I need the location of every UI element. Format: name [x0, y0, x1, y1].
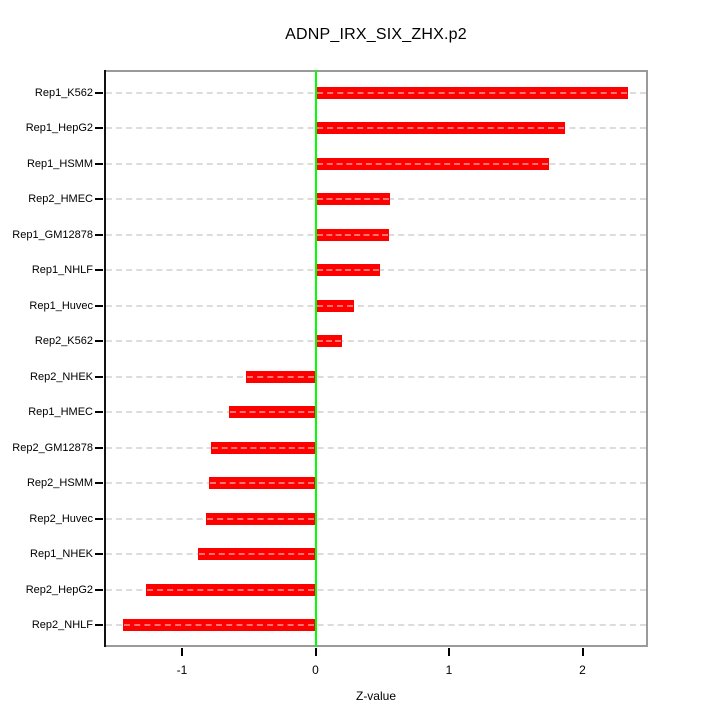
x-axis-tick [581, 648, 584, 656]
bar [211, 441, 316, 454]
y-tick-label: Rep1_K562 [34, 86, 93, 99]
bar [246, 370, 316, 383]
y-tick-label: Rep2_Huvec [29, 512, 93, 525]
bar [315, 86, 628, 99]
y-axis-tick [95, 624, 103, 627]
x-tick-label: 1 [445, 663, 453, 677]
plot-area [104, 70, 648, 647]
x-tick-label: -1 [176, 663, 188, 677]
gridline [106, 588, 646, 591]
y-axis-tick [95, 375, 103, 378]
x-axis-tick [181, 648, 183, 656]
y-tick-label: Rep2_NHEK [30, 370, 93, 383]
bar-grid-overlay [124, 624, 315, 627]
y-tick-label: Rep2_HMEC [28, 193, 93, 206]
gridline [106, 517, 646, 520]
gridline [106, 411, 646, 414]
y-tick-label: Rep1_Huvec [29, 299, 93, 312]
y-tick-label: Rep1_HepG2 [25, 122, 93, 135]
y-tick-label: Rep1_NHLF [31, 264, 93, 277]
y-tick-label: Rep1_NHEK [30, 548, 93, 561]
y-axis-tick [95, 517, 103, 520]
bar-grid-overlay [316, 269, 379, 272]
x-tick-label: 0 [312, 663, 319, 677]
y-tick-label: Rep1_HSMM [26, 157, 93, 170]
y-axis-tick [95, 411, 103, 414]
y-axis-tick [95, 446, 103, 449]
gridline [106, 624, 646, 627]
bar [198, 548, 316, 561]
bar-grid-overlay [316, 304, 354, 307]
y-axis-tick [95, 588, 103, 591]
gridline [106, 446, 646, 449]
chart-title: ADNP_IRX_SIX_ZHX.p2 [285, 26, 467, 43]
y-tick-label: Rep2_NHLF [31, 619, 93, 632]
bar [315, 122, 566, 135]
bar-grid-overlay [247, 375, 315, 378]
y-tick-label: Rep2_K562 [34, 335, 93, 348]
zero-line [314, 70, 317, 647]
bar [145, 583, 316, 596]
y-axis-tick [95, 198, 103, 201]
bar-grid-overlay [199, 553, 315, 556]
bar-grid-overlay [209, 482, 315, 485]
bar [315, 335, 343, 348]
bar [315, 157, 550, 170]
plot-border-top [104, 70, 648, 72]
bar-grid-overlay [229, 411, 315, 414]
y-axis-tick [95, 269, 103, 272]
y-axis-tick [95, 553, 103, 556]
y-tick-label: Rep1_HMEC [28, 406, 93, 419]
plot-border-right [646, 70, 648, 647]
y-tick-label: Rep2_HepG2 [25, 583, 93, 596]
bar [315, 299, 355, 312]
bar-grid-overlay [316, 162, 549, 165]
x-axis-tick [314, 648, 317, 656]
gridline [106, 375, 646, 378]
y-axis-tick [95, 162, 103, 165]
x-tick-label: 2 [579, 663, 586, 677]
bar-grid-overlay [316, 127, 565, 130]
bar-grid-overlay [146, 588, 315, 591]
gridline [106, 304, 646, 307]
bar-grid-overlay [207, 517, 315, 520]
bar [315, 264, 380, 277]
bar [123, 619, 316, 632]
bar-grid-overlay [212, 446, 315, 449]
bar-grid-overlay [316, 233, 388, 236]
y-tick-label: Rep2_GM12878 [12, 441, 93, 454]
bar-grid-overlay [316, 198, 390, 201]
gridline [106, 340, 646, 343]
y-axis-tick [95, 482, 103, 485]
y-axis-tick [95, 127, 103, 130]
y-axis-line [104, 70, 106, 647]
gridline [106, 553, 646, 556]
plot-border-bottom [104, 645, 648, 647]
bar [208, 477, 316, 490]
bar [228, 406, 316, 419]
y-axis-tick [95, 340, 103, 343]
y-tick-label: Rep2_HSMM [26, 477, 93, 490]
y-axis-tick [95, 304, 103, 307]
bar-grid-overlay [316, 91, 627, 94]
x-axis-title: Z-value [355, 689, 396, 703]
y-axis-tick [95, 233, 103, 236]
bar [315, 193, 391, 206]
bar [315, 228, 389, 241]
y-axis-tick [95, 91, 103, 94]
bar [206, 512, 316, 525]
gridline [106, 482, 646, 485]
bar-grid-overlay [316, 340, 342, 343]
x-axis-tick [448, 648, 450, 656]
y-tick-label: Rep1_GM12878 [12, 228, 93, 241]
